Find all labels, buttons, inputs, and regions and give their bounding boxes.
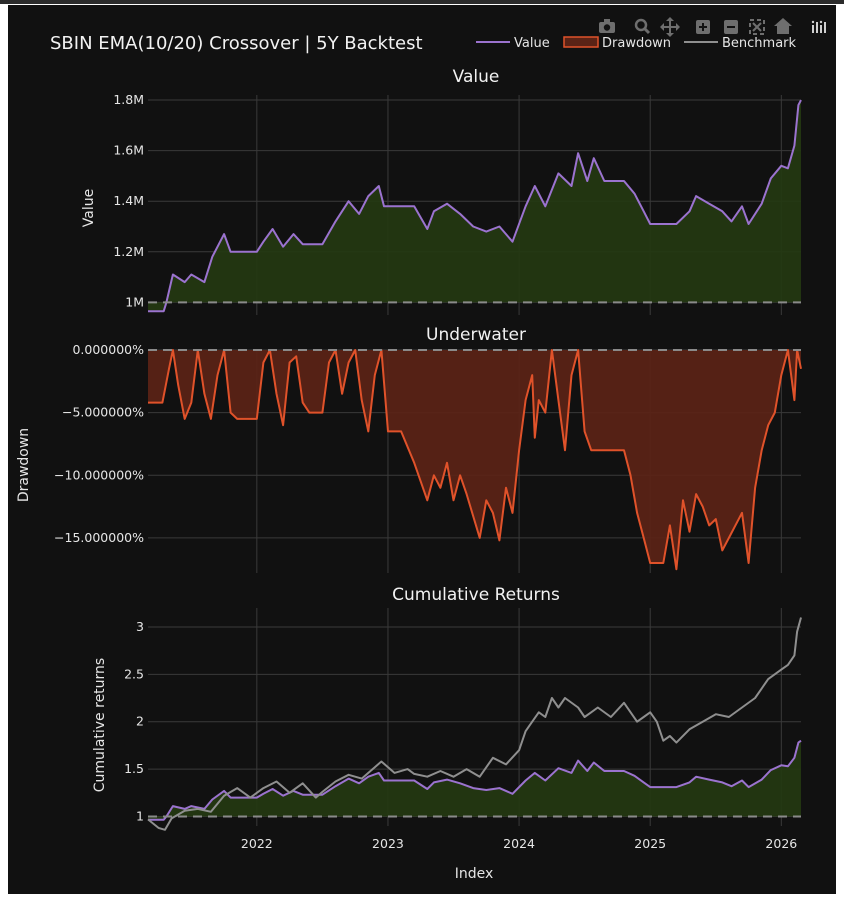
legend-label-drawdown: Drawdown (602, 36, 671, 51)
legend-label-value: Value (514, 36, 550, 51)
zoom-in-icon[interactable] (696, 20, 710, 34)
series-fill-value (148, 740, 801, 820)
chart-frame: SBIN EMA(10/20) Crossover | 5Y Backtest … (8, 5, 836, 894)
value-panel[interactable] (148, 99, 802, 313)
figure-svg: SBIN EMA(10/20) Crossover | 5Y Backtest … (16, 17, 826, 882)
subplot-title-underwater: Underwater (426, 325, 526, 345)
modebar[interactable] (599, 17, 826, 37)
plotly-logo-icon[interactable] (811, 20, 826, 33)
ytick-label: −15.000000% (54, 530, 144, 545)
series-line-drawdown[interactable] (148, 349, 802, 571)
ytick-label: 1 (136, 809, 144, 824)
legend-item-benchmark[interactable]: Benchmark (684, 36, 797, 51)
ytick-label: 1.2M (113, 244, 144, 259)
ytick-label: 1.8M (113, 92, 144, 107)
zoom-icon[interactable] (634, 18, 651, 35)
pan-icon[interactable] (660, 17, 680, 37)
legend[interactable]: Value Drawdown Benchmark (476, 36, 797, 51)
subplot-title-cumulative: Cumulative Returns (392, 585, 560, 605)
xaxis-title: Index (455, 866, 494, 882)
ytick-label: −10.000000% (54, 467, 144, 482)
yaxis-title-value: Value (81, 189, 97, 227)
ytick-label: 2.5 (124, 666, 144, 681)
subplot-title-value: Value (453, 67, 500, 87)
ytick-label: 1.5 (124, 761, 144, 776)
ytick-label: 0.000000% (72, 342, 144, 357)
ytick-label: 2 (136, 714, 144, 729)
cumulative-returns-panel[interactable] (147, 617, 802, 831)
yaxis-title-drawdown: Drawdown (16, 428, 32, 502)
ytick-label: −5.000000% (62, 405, 144, 420)
xtick-label: 2023 (372, 836, 404, 851)
legend-item-value[interactable]: Value (476, 36, 550, 51)
xtick-label: 2022 (241, 836, 273, 851)
camera-icon[interactable] (599, 19, 615, 33)
autoscale-icon[interactable] (749, 19, 765, 35)
series-fill-value (148, 100, 801, 312)
xtick-label: 2026 (765, 836, 797, 851)
home-icon[interactable] (774, 18, 792, 34)
xtick-label: 2024 (503, 836, 535, 851)
legend-label-benchmark: Benchmark (722, 36, 797, 51)
yaxis-title-cumulative: Cumulative returns (92, 658, 108, 792)
series-line-benchmark[interactable] (147, 617, 802, 831)
figure-title: SBIN EMA(10/20) Crossover | 5Y Backtest (50, 33, 423, 54)
ytick-label: 1.6M (113, 143, 144, 158)
zoom-out-icon[interactable] (724, 20, 738, 34)
series-fill-drawdown (148, 350, 801, 570)
legend-item-drawdown[interactable]: Drawdown (563, 36, 671, 51)
top-border (0, 0, 844, 4)
series-line-value[interactable] (148, 99, 802, 313)
ytick-label: 1.4M (113, 193, 144, 208)
ytick-label: 3 (136, 619, 144, 634)
xtick-label: 2025 (634, 836, 666, 851)
underwater-panel[interactable] (148, 349, 802, 571)
ytick-label: 1M (125, 294, 144, 309)
